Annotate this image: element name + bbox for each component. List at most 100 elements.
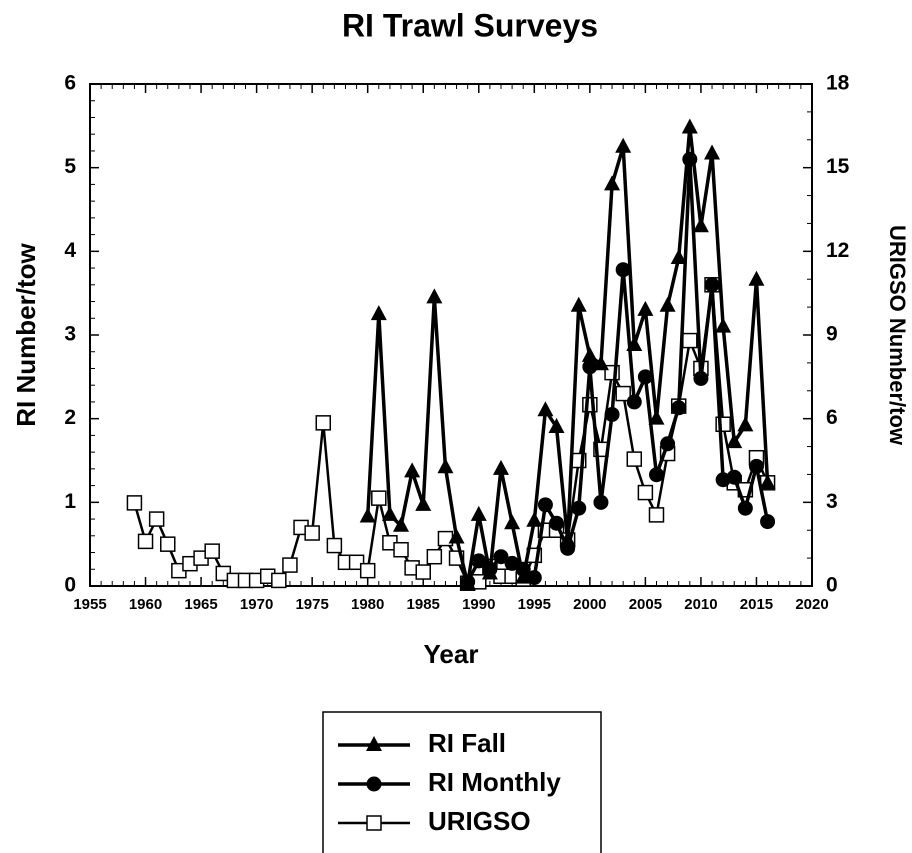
square-marker <box>126 495 143 511</box>
square-marker <box>137 533 154 550</box>
triangle-marker <box>648 409 665 425</box>
triangle-marker <box>437 458 454 474</box>
triangle-marker <box>637 300 654 316</box>
circle-marker <box>737 500 753 516</box>
circle-marker <box>671 400 687 416</box>
triangle-marker <box>570 296 587 312</box>
x-tick-label: 2000 <box>573 596 606 613</box>
triangle-marker <box>615 137 632 153</box>
x-tick-label: 1970 <box>240 596 273 613</box>
triangle-marker <box>393 516 410 532</box>
y-tick-label: 3 <box>64 323 76 346</box>
triangle-marker <box>704 144 721 160</box>
circle-marker <box>582 359 598 375</box>
triangle-marker <box>659 296 676 312</box>
y2-tick-label: 0 <box>826 574 838 597</box>
triangle-marker <box>681 118 698 134</box>
square-marker <box>682 332 698 349</box>
x-tick-label: 1995 <box>518 596 551 613</box>
square-marker <box>271 572 287 589</box>
triangle-marker <box>492 459 509 475</box>
square-marker <box>326 537 343 554</box>
x-tick-label: 1990 <box>462 596 495 613</box>
circle-marker <box>748 458 764 474</box>
y2-tick-label: 9 <box>826 323 838 346</box>
legend-label: RI Fall <box>428 728 506 758</box>
square-marker <box>204 543 220 559</box>
y2-tick-label: 6 <box>826 406 838 429</box>
triangle-marker <box>692 217 709 233</box>
square-marker <box>160 536 176 552</box>
legend-label: RI Monthly <box>428 767 561 797</box>
circle-marker <box>682 151 698 167</box>
square-marker <box>371 490 387 506</box>
triangle-marker <box>726 433 743 449</box>
y-tick-label: 5 <box>64 155 76 178</box>
circle-marker <box>615 262 631 278</box>
triangle-marker <box>759 474 776 490</box>
circle-marker <box>560 540 576 556</box>
x-tick-label: 1980 <box>351 596 384 613</box>
circle-marker <box>471 553 487 569</box>
y-tick-label: 4 <box>64 239 76 262</box>
circle-marker <box>593 494 609 510</box>
circle-marker <box>648 467 664 483</box>
y2-axis-label: URIGSO Number/tow <box>885 225 910 446</box>
circle-marker <box>660 436 676 452</box>
triangle-marker <box>370 305 387 321</box>
triangle-marker <box>470 505 487 521</box>
triangle-marker <box>366 736 382 751</box>
square-marker <box>637 484 654 501</box>
triangle-marker <box>404 462 421 478</box>
series-line <box>365 125 770 586</box>
y-tick-label: 1 <box>64 490 76 513</box>
y2-tick-label: 12 <box>826 239 849 262</box>
x-tick-label: 2010 <box>684 596 717 613</box>
triangle-marker <box>670 249 687 265</box>
square-marker <box>304 525 320 541</box>
x-axis-label: Year <box>424 639 479 669</box>
square-marker <box>366 815 382 831</box>
triangle-marker <box>604 175 621 191</box>
circle-marker <box>549 515 565 531</box>
triangle-marker <box>415 495 432 511</box>
triangle-marker <box>426 288 443 304</box>
x-tick-label: 1985 <box>407 596 440 613</box>
y-tick-label: 6 <box>64 72 76 95</box>
y2-tick-label: 3 <box>826 490 838 513</box>
triangle-marker <box>548 418 565 434</box>
square-marker <box>282 557 298 573</box>
circle-marker <box>537 497 553 513</box>
y2-tick-label: 18 <box>826 72 850 95</box>
square-marker <box>648 507 665 523</box>
x-tick-label: 2020 <box>795 596 828 613</box>
square-marker <box>426 548 443 565</box>
square-marker <box>393 541 409 558</box>
x-tick-label: 2005 <box>629 596 662 613</box>
y-axis-label: RI Number/tow <box>11 243 41 427</box>
circle-marker <box>504 555 520 571</box>
triangle-marker <box>737 416 754 432</box>
triangle-marker <box>448 528 465 544</box>
square-marker <box>415 564 431 580</box>
triangle-marker <box>581 346 598 362</box>
circle-marker <box>604 406 620 422</box>
circle-marker <box>515 561 531 577</box>
square-marker <box>437 530 454 547</box>
y-tick-label: 2 <box>64 406 76 429</box>
legend-label: URIGSO <box>428 806 531 836</box>
triangle-marker <box>504 514 521 530</box>
triangle-marker <box>715 317 732 333</box>
y2-tick-label: 15 <box>826 155 850 178</box>
circle-marker <box>704 277 720 293</box>
circle-marker <box>637 369 653 385</box>
x-tick-label: 1960 <box>129 596 162 613</box>
square-marker <box>315 415 332 431</box>
square-marker <box>148 511 165 527</box>
y-tick-label: 0 <box>64 574 76 597</box>
x-tick-label: 1955 <box>73 596 106 613</box>
circle-marker <box>760 514 776 530</box>
x-tick-label: 2015 <box>740 596 773 613</box>
square-marker <box>626 451 643 467</box>
circle-marker <box>460 574 476 590</box>
